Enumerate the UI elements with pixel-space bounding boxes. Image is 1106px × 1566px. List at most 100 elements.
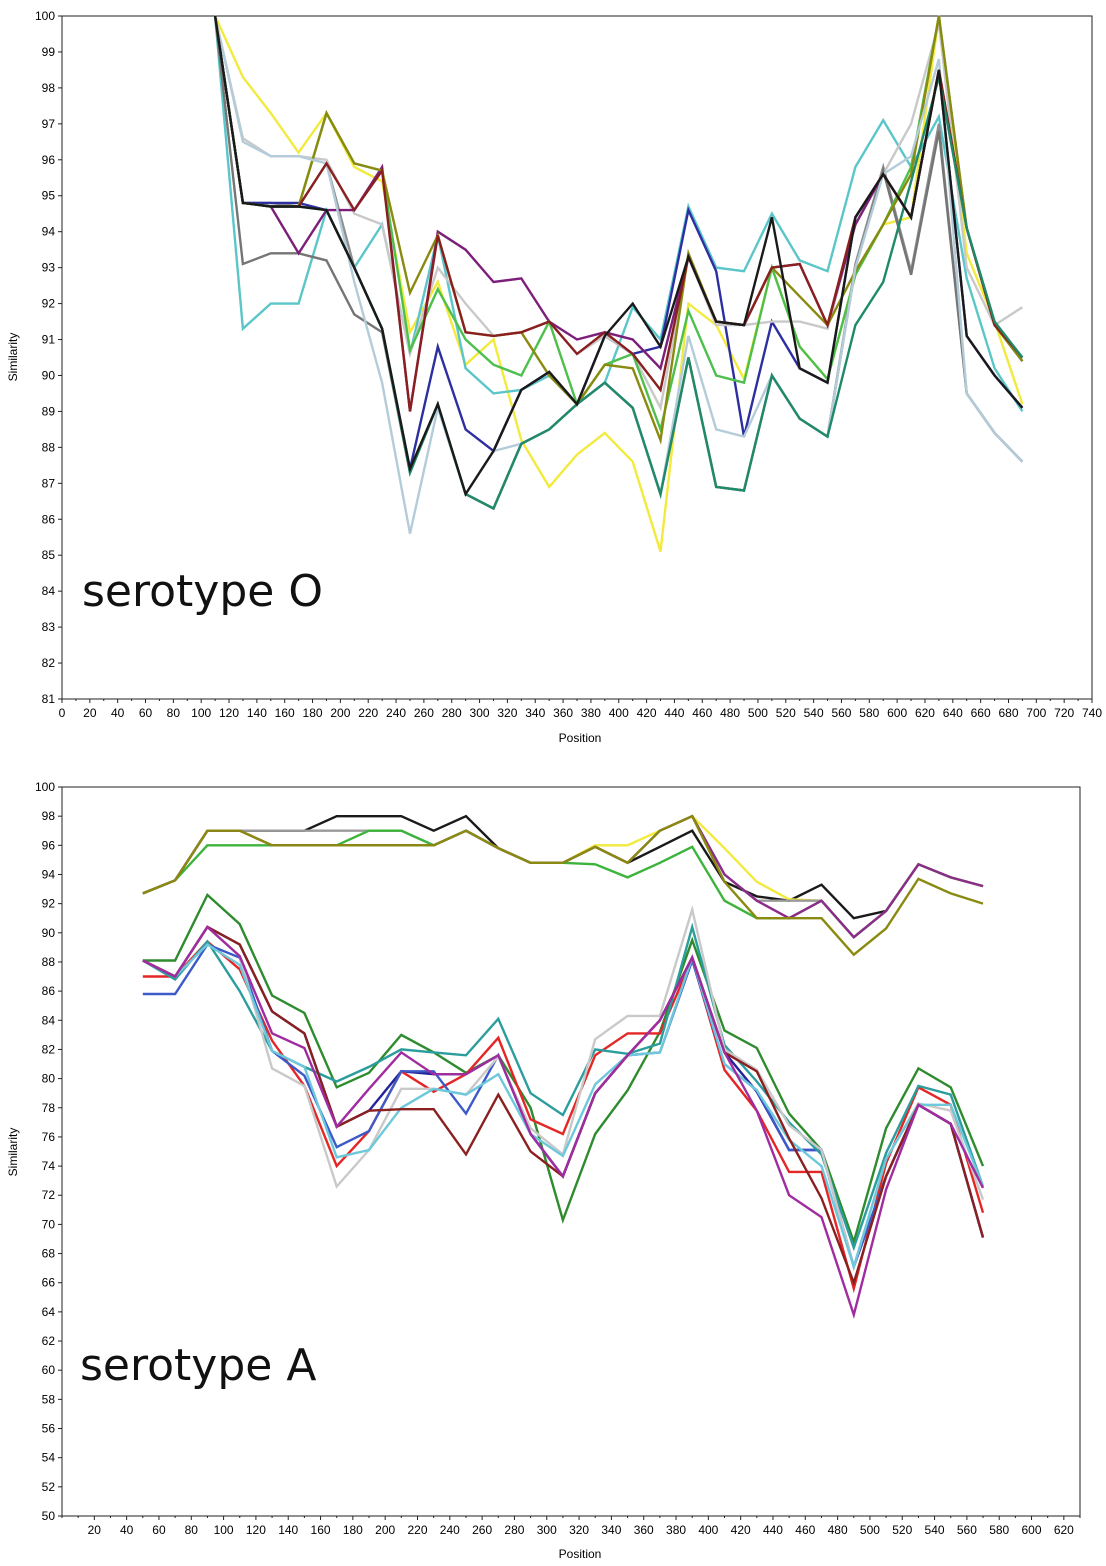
series-line-13 — [142, 942, 985, 1271]
x-tick-label: 280 — [504, 1523, 524, 1537]
x-tick-label: 580 — [989, 1523, 1009, 1537]
y-tick-label: 80 — [42, 1072, 56, 1086]
x-tick-label: 500 — [748, 706, 768, 720]
x-tick-label: 400 — [698, 1523, 718, 1537]
y-tick-label: 90 — [42, 926, 56, 940]
x-tick-label: 120 — [246, 1523, 266, 1537]
x-tick-label: 220 — [358, 706, 378, 720]
x-tick-label: 60 — [152, 1523, 166, 1537]
y-tick-label: 50 — [42, 1509, 56, 1523]
x-tick-label: 80 — [167, 706, 181, 720]
series-line-12 — [142, 904, 985, 1272]
y-tick-label: 96 — [42, 153, 56, 167]
y-tick-label: 66 — [42, 1276, 56, 1290]
x-axis-title-o: Position — [559, 731, 602, 745]
y-tick-label: 78 — [42, 1101, 56, 1115]
y-tick-label: 82 — [42, 656, 56, 670]
y-tick-label: 87 — [42, 476, 56, 490]
y-tick-label: 89 — [42, 404, 56, 418]
plot-area-a — [61, 786, 1081, 1517]
series-line-6 — [213, 15, 1024, 511]
y-tick-label: 84 — [42, 1013, 56, 1027]
y-tick-label: 68 — [42, 1247, 56, 1261]
y-tick-label: 84 — [42, 584, 56, 598]
y-tick-label: 60 — [42, 1363, 56, 1377]
y-tick-label: 72 — [42, 1188, 56, 1202]
x-tick-label: 460 — [795, 1523, 815, 1537]
y-tick-label: 90 — [42, 368, 56, 382]
x-tick-label: 260 — [472, 1523, 492, 1537]
x-tick-label: 520 — [892, 1523, 912, 1537]
y-ticks-a: 50 52 54 56 58 60 62 64 66 68 70 72 74 76 78 80 82 84 86 88… — [35, 780, 62, 1523]
series-line-5 — [142, 814, 984, 939]
y-tick-label: 92 — [42, 897, 56, 911]
x-tick-label: 480 — [720, 706, 740, 720]
x-tick-label: 320 — [569, 1523, 589, 1537]
x-tick-label: 380 — [581, 706, 601, 720]
x-tick-label: 180 — [343, 1523, 363, 1537]
series-line-3 — [213, 15, 1024, 511]
series-line-6 — [142, 814, 984, 957]
x-tick-label: 140 — [247, 706, 267, 720]
x-tick-label: 120 — [219, 706, 239, 720]
y-tick-label: 52 — [42, 1480, 56, 1494]
x-tick-label: 300 — [470, 706, 490, 720]
x-tick-label: 540 — [804, 706, 824, 720]
series-group-a — [142, 814, 985, 1320]
serotype-a-label: serotype A — [80, 1340, 316, 1391]
y-tick-label: 70 — [42, 1217, 56, 1231]
x-tick-label: 160 — [311, 1523, 331, 1537]
y-tick-label: 95 — [42, 189, 56, 203]
serotype-a-chart: 50 52 54 56 58 60 62 64 66 68 70 72 74 76 78 80 82 84 86 88… — [6, 780, 1081, 1561]
x-tick-label: 80 — [185, 1523, 199, 1537]
y-tick-label: 83 — [42, 620, 56, 634]
series-line-9 — [213, 15, 1024, 445]
x-tick-label: 320 — [497, 706, 517, 720]
y-tick-label: 86 — [42, 512, 56, 526]
series-line-13 — [213, 15, 1024, 497]
serotype-o-label: serotype O — [82, 566, 323, 617]
x-tick-label: 100 — [191, 706, 211, 720]
x-tick-label: 480 — [828, 1523, 848, 1537]
x-tick-label: 600 — [1022, 1523, 1042, 1537]
x-tick-label: 60 — [139, 706, 153, 720]
y-tick-label: 93 — [42, 261, 56, 275]
y-axis-title-a: Similarity — [6, 1128, 20, 1177]
x-tick-label: 340 — [525, 706, 545, 720]
series-line-7 — [142, 892, 985, 1246]
series-line-12 — [213, 15, 1024, 511]
y-axis-title-o: Similarity — [6, 333, 20, 382]
x-tick-label: 40 — [111, 706, 125, 720]
y-tick-label: 94 — [42, 867, 56, 881]
x-tick-label: 280 — [442, 706, 462, 720]
x-tick-label: 600 — [887, 706, 907, 720]
x-tick-label: 700 — [1026, 706, 1046, 720]
x-tick-label: 580 — [859, 706, 879, 720]
y-tick-label: 54 — [42, 1451, 56, 1465]
x-tick-label: 380 — [666, 1523, 686, 1537]
y-tick-label: 91 — [42, 333, 56, 347]
y-tick-label: 86 — [42, 984, 56, 998]
y-tick-label: 94 — [42, 225, 56, 239]
series-line-4 — [142, 829, 984, 939]
x-tick-label: 360 — [553, 706, 573, 720]
series-line-3 — [142, 814, 984, 939]
series-line-5 — [213, 15, 1024, 412]
x-tick-label: 640 — [943, 706, 963, 720]
x-tick-label: 40 — [120, 1523, 134, 1537]
x-tick-label: 20 — [88, 1523, 102, 1537]
y-tick-label: 81 — [42, 692, 56, 706]
y-tick-label: 74 — [42, 1159, 56, 1173]
x-tick-label: 220 — [407, 1523, 427, 1537]
y-tick-label: 99 — [42, 45, 56, 59]
series-line-10 — [213, 15, 1024, 534]
plot-frame-a — [61, 786, 1081, 1517]
x-axis-title-a: Position — [559, 1547, 602, 1561]
series-line-15 — [142, 925, 985, 1320]
series-group-o — [213, 15, 1024, 552]
y-tick-label: 58 — [42, 1392, 56, 1406]
y-tick-label: 100 — [35, 780, 55, 794]
x-tick-label: 460 — [692, 706, 712, 720]
x-tick-label: 360 — [634, 1523, 654, 1537]
x-tick-label: 180 — [303, 706, 323, 720]
